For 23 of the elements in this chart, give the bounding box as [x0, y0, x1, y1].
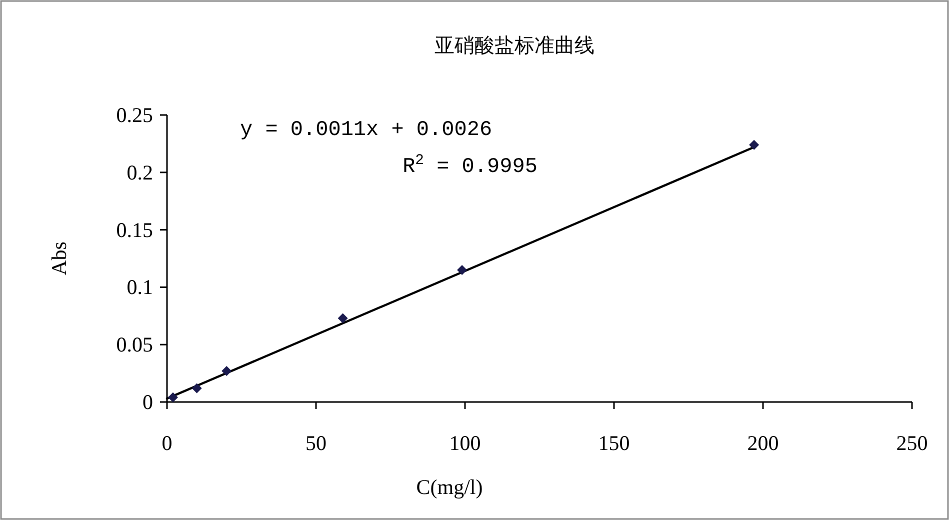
x-tick-label: 250 [896, 431, 928, 455]
y-tick-label: 0 [142, 390, 153, 414]
annotation: R$^{2}$ = 0.9995 [402, 153, 538, 179]
y-tick-label: 0.1 [126, 275, 153, 300]
x-tick-label: 0 [162, 431, 172, 455]
y-tick-label: 0.15 [116, 218, 153, 242]
point [338, 313, 348, 324]
point [457, 264, 468, 275]
x-tick-label: 200 [747, 431, 779, 455]
x-tick-label: 50 [306, 431, 326, 455]
chart-title: 亚硝酸盐标准曲线 [434, 33, 594, 57]
x-axis-title: C(mg/l) [416, 475, 483, 499]
x-tick-label: 150 [598, 431, 630, 455]
x-tick-label: 100 [449, 431, 481, 455]
y-tick-label: 0.05 [116, 332, 153, 357]
annotation: y = 0.0011x + 0.0026 [240, 119, 492, 142]
point [192, 383, 202, 394]
y-tick-label: 0.2 [126, 160, 153, 184]
y-axis-title: Abs [47, 242, 71, 276]
point [168, 392, 178, 402]
point [222, 366, 232, 376]
y-tick-label: 0.25 [116, 103, 153, 127]
point [749, 140, 760, 150]
